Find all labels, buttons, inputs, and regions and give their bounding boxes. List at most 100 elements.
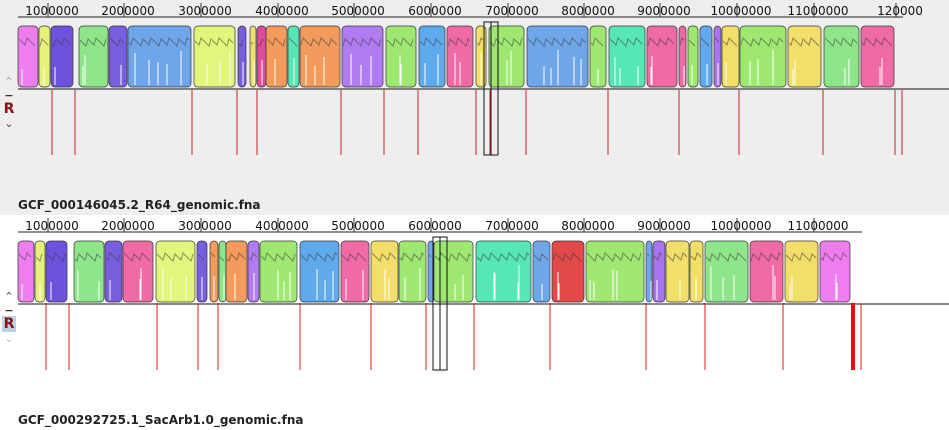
- lcb-block[interactable]: [475, 240, 532, 303]
- lcb-block[interactable]: [585, 240, 645, 303]
- lcb-block[interactable]: [704, 240, 749, 303]
- ruler-tick-label: 11000000: [787, 219, 848, 233]
- lcb-block[interactable]: [608, 25, 646, 88]
- lcb-block[interactable]: [446, 25, 474, 88]
- lcb-block[interactable]: [78, 25, 109, 88]
- move-down-button[interactable]: ⌄: [4, 332, 14, 345]
- lcb-block[interactable]: [488, 25, 525, 88]
- lcb-block[interactable]: [218, 240, 227, 303]
- lcb-block[interactable]: [249, 25, 257, 88]
- move-up-button[interactable]: ⌃: [4, 75, 14, 88]
- genome-track-top[interactable]: 1000000 2000000 3000000 4000000 5000000 60000…: [0, 0, 949, 215]
- ruler-tick-label: 4000000: [255, 219, 308, 233]
- lcb-block[interactable]: [259, 240, 298, 303]
- lcb-block[interactable]: [193, 25, 236, 88]
- ruler-tick-label: 3000000: [178, 4, 231, 18]
- ruler-tick-label: 10000000: [710, 219, 771, 233]
- lcb-block[interactable]: [678, 25, 687, 88]
- lcb-block[interactable]: [385, 25, 417, 88]
- ruler-tick-label: 9000000: [637, 219, 690, 233]
- contig-boundary-thick: [851, 303, 855, 370]
- lcb-block[interactable]: [749, 240, 784, 303]
- lcb-block[interactable]: [247, 240, 260, 303]
- lcb-block[interactable]: [721, 25, 740, 88]
- ruler-tick-label: 2000000: [101, 4, 154, 18]
- track-controls-top: ⌃ − R ⌄: [0, 76, 18, 136]
- ruler-tick-label: 1000000: [25, 219, 78, 233]
- lcb-block[interactable]: [665, 240, 690, 303]
- lcb-block[interactable]: [551, 240, 585, 303]
- lcb-block[interactable]: [398, 240, 427, 303]
- ruler-tick-label: 9000000: [637, 4, 690, 18]
- lcb-block[interactable]: [34, 240, 46, 303]
- ruler-tick-label: 6000000: [408, 4, 461, 18]
- lcb-block[interactable]: [860, 25, 895, 88]
- lcb-block[interactable]: [50, 25, 74, 88]
- lcb-block[interactable]: [433, 240, 474, 303]
- lcb-block[interactable]: [287, 25, 300, 88]
- lcb-block[interactable]: [196, 240, 208, 303]
- reference-button[interactable]: R: [3, 101, 15, 117]
- genome-label: GCF_000292725.1_SacArb1.0_genomic.fna: [18, 413, 304, 427]
- lcb-block[interactable]: [122, 240, 154, 303]
- lcb-block[interactable]: [340, 240, 370, 303]
- lcb-block[interactable]: [38, 25, 51, 88]
- genome-track-bottom[interactable]: 1000000 2000000 3000000 4000000 5000000 60000…: [0, 215, 949, 430]
- ruler-tick-label: 3000000: [178, 219, 231, 233]
- lcb-block[interactable]: [265, 25, 288, 88]
- lcb-block[interactable]: [532, 240, 551, 303]
- lcb-block[interactable]: [645, 240, 653, 303]
- lcb-block[interactable]: [17, 240, 35, 303]
- ruler-tick-label: 6000000: [408, 219, 461, 233]
- lcb-block[interactable]: [73, 240, 105, 303]
- lcb-block[interactable]: [526, 25, 589, 88]
- lcb-block[interactable]: [687, 25, 699, 88]
- lcb-block[interactable]: [155, 240, 196, 303]
- lcb-block[interactable]: [418, 25, 446, 88]
- lcb-block[interactable]: [104, 240, 123, 303]
- move-up-button[interactable]: ⌃: [4, 290, 14, 303]
- lcb-block[interactable]: [45, 240, 68, 303]
- lcb-block[interactable]: [237, 25, 247, 88]
- lcb-block[interactable]: [699, 25, 713, 88]
- lcb-block[interactable]: [646, 25, 678, 88]
- lcb-block[interactable]: [823, 25, 860, 88]
- ruler-tick-label: 8000000: [561, 219, 614, 233]
- lcb-block[interactable]: [370, 240, 399, 303]
- ruler-tick-label: 4000000: [255, 4, 308, 18]
- lcb-block[interactable]: [739, 25, 787, 88]
- lcb-block[interactable]: [784, 240, 819, 303]
- lcb-block[interactable]: [787, 25, 822, 88]
- lcb-block[interactable]: [17, 25, 39, 88]
- genome-label: GCF_000146045.2_R64_genomic.fna: [18, 198, 261, 212]
- lcb-block[interactable]: [127, 25, 192, 88]
- ruler-tick-label: 7000000: [485, 4, 538, 18]
- alignment-view-top[interactable]: 1000000 2000000 3000000 4000000 5000000 60000…: [0, 0, 949, 215]
- lcb-block[interactable]: [589, 25, 607, 88]
- alignment-view-bottom[interactable]: 1000000 2000000 3000000 4000000 5000000 60000…: [0, 215, 949, 430]
- ruler-tick-label: 1000000: [25, 4, 78, 18]
- minimize-button[interactable]: −: [4, 304, 14, 317]
- ruler-tick-label: 5000000: [331, 219, 384, 233]
- lcb-block[interactable]: [341, 25, 384, 88]
- lcb-block[interactable]: [209, 240, 219, 303]
- lcb-block[interactable]: [299, 240, 340, 303]
- lcb-block[interactable]: [256, 25, 267, 88]
- ruler-tick-label: 5000000: [331, 4, 384, 18]
- ruler-tick-label: 10000000: [710, 4, 771, 18]
- reference-button[interactable]: R: [2, 316, 16, 332]
- move-down-button[interactable]: ⌄: [4, 117, 14, 130]
- ruler-tick-label: 11000000: [787, 4, 848, 18]
- lcb-block[interactable]: [713, 25, 722, 88]
- lcb-block[interactable]: [689, 240, 704, 303]
- lcb-block[interactable]: [108, 25, 128, 88]
- lcb-block[interactable]: [299, 25, 341, 88]
- ruler-tick-label: 8000000: [561, 4, 614, 18]
- lcb-block[interactable]: [652, 240, 666, 303]
- track-controls-bottom: ⌃ − R ⌄: [0, 291, 18, 351]
- ruler-tick-label: 2000000: [101, 219, 154, 233]
- ruler-tick-label: 7000000: [485, 219, 538, 233]
- lcb-block[interactable]: [225, 240, 248, 303]
- lcb-block[interactable]: [819, 240, 851, 303]
- minimize-button[interactable]: −: [4, 89, 14, 102]
